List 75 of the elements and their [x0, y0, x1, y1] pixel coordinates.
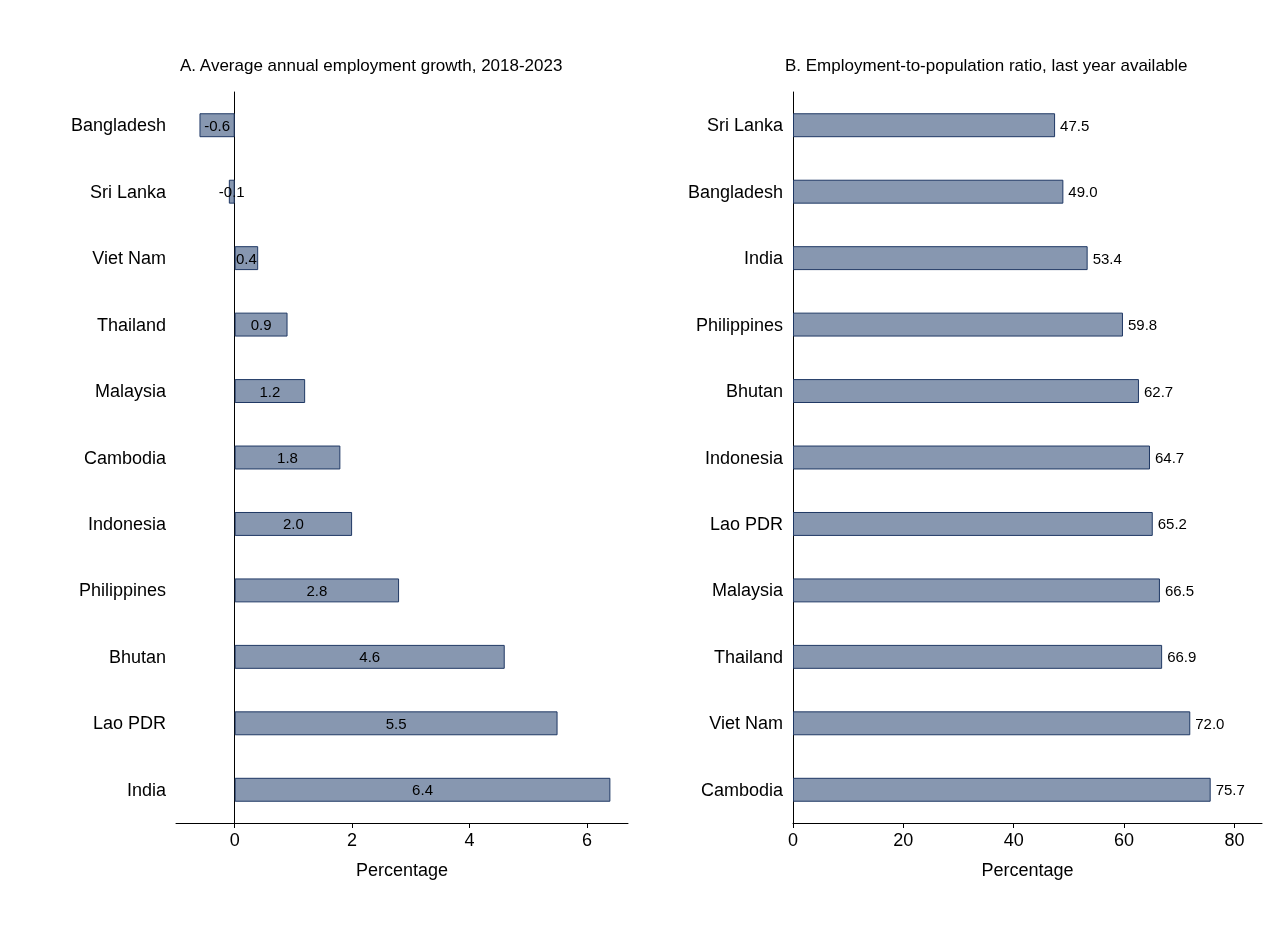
bar — [793, 511, 1153, 536]
bar — [793, 113, 1056, 138]
data-label: 66.5 — [1164, 581, 1195, 599]
bar — [793, 379, 1139, 404]
x-tick-label: 4 — [464, 830, 475, 850]
y-tick-label: Bangladesh — [70, 115, 166, 136]
x-tick-label: 0 — [787, 830, 799, 850]
data-label: 2.8 — [306, 581, 328, 599]
chart-title: A. Average annual employment growth, 2018-2023 — [180, 56, 563, 75]
bar — [793, 445, 1150, 470]
data-label: 2.0 — [282, 515, 304, 533]
y-tick-label: Thailand — [713, 646, 783, 667]
bar — [234, 578, 400, 603]
y-tick-label: Viet Nam — [92, 248, 166, 269]
y-tick-label: Philippines — [695, 314, 783, 335]
data-label: 75.7 — [1215, 781, 1245, 799]
data-label: 49.0 — [1068, 183, 1098, 201]
y-tick-label: Indonesia — [87, 513, 167, 534]
data-label: 1.2 — [259, 382, 281, 400]
data-label: 6.4 — [412, 781, 433, 799]
y-tick-label: Bhutan — [108, 646, 166, 667]
bar — [793, 777, 1211, 802]
bar — [793, 312, 1123, 337]
y-tick-label: Bangladesh — [687, 181, 783, 202]
y-tick-label: Indonesia — [704, 447, 784, 468]
x-axis-title: Percentage — [355, 860, 449, 880]
data-label: -0.6 — [204, 116, 231, 134]
chart-title: B. Employment-to-population ratio, last year available — [785, 56, 1188, 75]
x-tick-label: 20 — [893, 830, 914, 850]
data-label: 4.6 — [359, 648, 381, 666]
data-label: 66.9 — [1167, 648, 1197, 666]
bar — [234, 312, 288, 337]
x-tick-label: 60 — [1114, 830, 1135, 850]
x-tick-label: 80 — [1224, 830, 1245, 850]
bar — [234, 379, 306, 404]
bar — [234, 644, 505, 669]
data-label: 72.0 — [1195, 714, 1225, 732]
y-tick-label: India — [126, 779, 167, 800]
y-tick-label: Cambodia — [83, 447, 167, 468]
data-label: 62.7 — [1143, 382, 1174, 400]
bar — [234, 511, 353, 536]
data-label: 64.7 — [1154, 449, 1185, 466]
bar — [793, 644, 1163, 669]
y-tick-label: Lao PDR — [709, 513, 783, 534]
x-axis-title: Percentage — [981, 860, 1074, 880]
bar — [793, 578, 1160, 603]
x-tick-label: 2 — [347, 830, 358, 850]
y-tick-label: Sri Lanka — [89, 181, 167, 202]
y-tick-label: Bhutan — [725, 381, 783, 402]
data-label: 1.8 — [277, 449, 298, 466]
data-label: 59.8 — [1127, 316, 1158, 334]
data-label: 53.4 — [1092, 249, 1122, 267]
x-tick-label: 6 — [581, 830, 592, 850]
y-tick-label: Philippines — [78, 580, 166, 601]
bar — [234, 711, 558, 736]
x-tick-label: 0 — [229, 830, 240, 850]
bar — [793, 711, 1191, 736]
y-tick-label: Viet Nam — [709, 713, 783, 734]
data-label: 0.4 — [236, 249, 257, 267]
y-tick-label: Thailand — [96, 314, 166, 335]
y-tick-label: India — [743, 248, 784, 269]
y-tick-label: Cambodia — [700, 779, 784, 800]
y-tick-label: Malaysia — [711, 580, 784, 601]
y-tick-label: Malaysia — [94, 381, 167, 402]
x-tick-label: 40 — [1003, 830, 1024, 850]
data-label: 65.2 — [1157, 515, 1187, 533]
bar — [793, 246, 1088, 271]
data-label: 47.5 — [1060, 116, 1090, 134]
data-label: 5.5 — [385, 714, 407, 732]
y-tick-label: Sri Lanka — [706, 115, 784, 136]
bar — [234, 445, 341, 470]
y-tick-label: Lao PDR — [92, 713, 166, 734]
bar — [234, 777, 611, 802]
data-label: 0.9 — [250, 316, 272, 334]
bar — [793, 179, 1064, 204]
